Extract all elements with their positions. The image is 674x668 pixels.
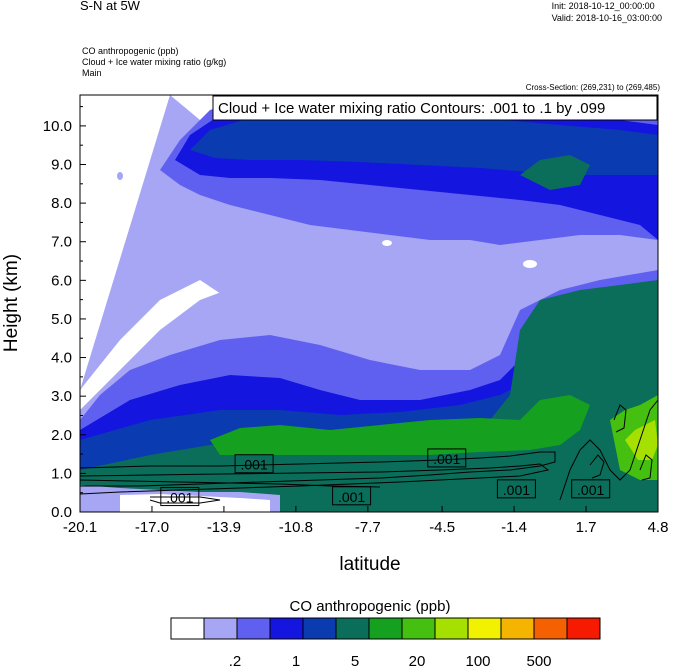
y-tick-label-9: 9.0 xyxy=(51,157,72,174)
y-tick-label-2: 2.0 xyxy=(51,427,72,444)
colorbar-label-3: 20 xyxy=(409,653,426,668)
x-tick-label-4: -7.7 xyxy=(355,519,381,536)
x-tick-label-5: -4.5 xyxy=(429,519,455,536)
contour-line-3 xyxy=(149,496,221,504)
co-region-12 xyxy=(210,395,590,455)
contour-line-6 xyxy=(613,404,627,433)
contour-label-box-4 xyxy=(496,479,536,499)
contour-label-text-3: .001 xyxy=(338,489,365,505)
contour-label-box-1 xyxy=(427,448,467,468)
x-tick-label-3: -10.8 xyxy=(279,519,313,536)
x-tick-label-7: 1.7 xyxy=(576,519,597,536)
co-region-3 xyxy=(150,210,360,345)
contour-label-text-2: .001 xyxy=(166,490,193,506)
colorbar-swatch-11 xyxy=(533,617,568,640)
colorbar-swatch-6 xyxy=(368,617,403,640)
contour-label-box-2 xyxy=(160,487,200,507)
co-region-11 xyxy=(520,155,590,190)
x-tick-label-0: -20.1 xyxy=(63,519,97,536)
time-info: Init: 2018-10-12_00:00:00 Valid: 2018-10… xyxy=(552,0,662,24)
contour-label-2: .001 xyxy=(160,487,200,507)
y-tick-label-1: 1.0 xyxy=(51,465,72,482)
contour-label-1: .001 xyxy=(427,448,467,468)
colorbar-swatch-0 xyxy=(170,617,205,640)
co-hole-1 xyxy=(382,240,392,246)
plot-frame xyxy=(79,94,659,513)
y-tick-label-5: 5.0 xyxy=(51,311,72,328)
colorbar-swatch-2 xyxy=(236,617,271,640)
y-tick-label-6: 6.0 xyxy=(51,272,72,289)
colorbar-label-5: 500 xyxy=(526,653,551,668)
y-tick-label-7: 7.0 xyxy=(51,234,72,251)
colorbar-swatch-12 xyxy=(566,617,601,640)
contour-label-text-0: .001 xyxy=(240,457,267,473)
colorbar-label-4: 100 xyxy=(465,653,490,668)
contour-label-text-5: .001 xyxy=(577,482,604,498)
co-region-14 xyxy=(625,420,658,460)
contour-label-box-3 xyxy=(332,486,372,506)
colorbar-swatch-7 xyxy=(401,617,436,640)
contour-line-7 xyxy=(639,454,653,481)
x-tick-label-2: -13.9 xyxy=(207,519,241,536)
colorbar-swatch-8 xyxy=(434,617,469,640)
y-tick-label-4: 4.0 xyxy=(51,350,72,367)
x-tick-label-1: -17.0 xyxy=(135,519,169,536)
plot-title: S-N at 5W xyxy=(80,0,140,13)
contour-line-2 xyxy=(80,479,381,488)
colorbar-swatch-4 xyxy=(302,617,337,640)
contour-title: Cloud + Ice water mixing ratio Contours:… xyxy=(218,100,605,117)
contour-label-text-1: .001 xyxy=(433,451,460,467)
co-hole-2 xyxy=(523,260,537,268)
init-time: Init: 2018-10-12_00:00:00 xyxy=(551,1,655,11)
contour-title-box: Cloud + Ice water mixing ratio Contours:… xyxy=(212,95,658,121)
contour-line-0 xyxy=(80,451,556,487)
contour-line-1 xyxy=(80,463,550,495)
contour-label-box-5 xyxy=(571,479,611,499)
y-tick-label-3: 3.0 xyxy=(51,388,72,405)
contour-label-box-0 xyxy=(234,454,274,474)
cross-section-info: Cross-Section: (269,231) to (269,485) xyxy=(525,83,660,92)
colorbar-title: CO anthropogenic (ppb) xyxy=(290,598,451,615)
field-info: CO anthropogenic (ppb) Cloud + Ice water… xyxy=(82,46,226,79)
colorbar-label-2: 5 xyxy=(351,653,359,668)
contour-line-5 xyxy=(589,454,605,479)
y-tick-label-0: 0.0 xyxy=(51,504,72,521)
colorbar: CO anthropogenic (ppb) .2 1 5 20 100 500 xyxy=(170,598,601,668)
contour-label-4: .001 xyxy=(496,479,536,499)
x-tick-label-6: -1.4 xyxy=(501,519,527,536)
colorbar-swatch-3 xyxy=(269,617,304,640)
colorbar-label-1: 1 xyxy=(292,653,300,668)
co-region-8 xyxy=(190,112,658,175)
x-axis-label: latitude xyxy=(339,554,400,575)
valid-time: Valid: 2018-10-16_03:00:00 xyxy=(551,13,662,23)
y-tick-label-8: 8.0 xyxy=(51,195,72,212)
y-axis-label: Height (km) xyxy=(1,254,22,352)
field-co: CO anthropogenic (ppb) xyxy=(82,46,179,56)
co-hole-3 xyxy=(117,172,123,180)
co-field xyxy=(80,95,658,512)
cloud-contours: .001 .001 .001 .001 .001 .001 xyxy=(80,399,658,507)
contour-line-4 xyxy=(559,399,658,501)
contour-label-0: .001 xyxy=(234,454,274,474)
colorbar-label-0: .2 xyxy=(229,653,242,668)
contour-label-text-4: .001 xyxy=(503,482,530,498)
colorbar-swatch-9 xyxy=(467,617,502,640)
x-tick-label-8: 4.8 xyxy=(648,519,669,536)
colorbar-swatch-1 xyxy=(203,617,238,640)
contour-label-3: .001 xyxy=(332,486,372,506)
y-tick-label-10: 10.0 xyxy=(43,118,72,135)
axes: -20.1 -17.0 -13.9 -10.8 -7.7 -4.5 -1.4 1.7 4.8 0.… xyxy=(1,106,669,575)
field-cloud: Cloud + Ice water mixing ratio (g/kg) xyxy=(82,57,227,67)
colorbar-swatch-10 xyxy=(500,617,535,640)
contour-label-5: .001 xyxy=(571,479,611,499)
field-main: Main xyxy=(82,68,102,78)
colorbar-swatch-5 xyxy=(335,617,370,640)
